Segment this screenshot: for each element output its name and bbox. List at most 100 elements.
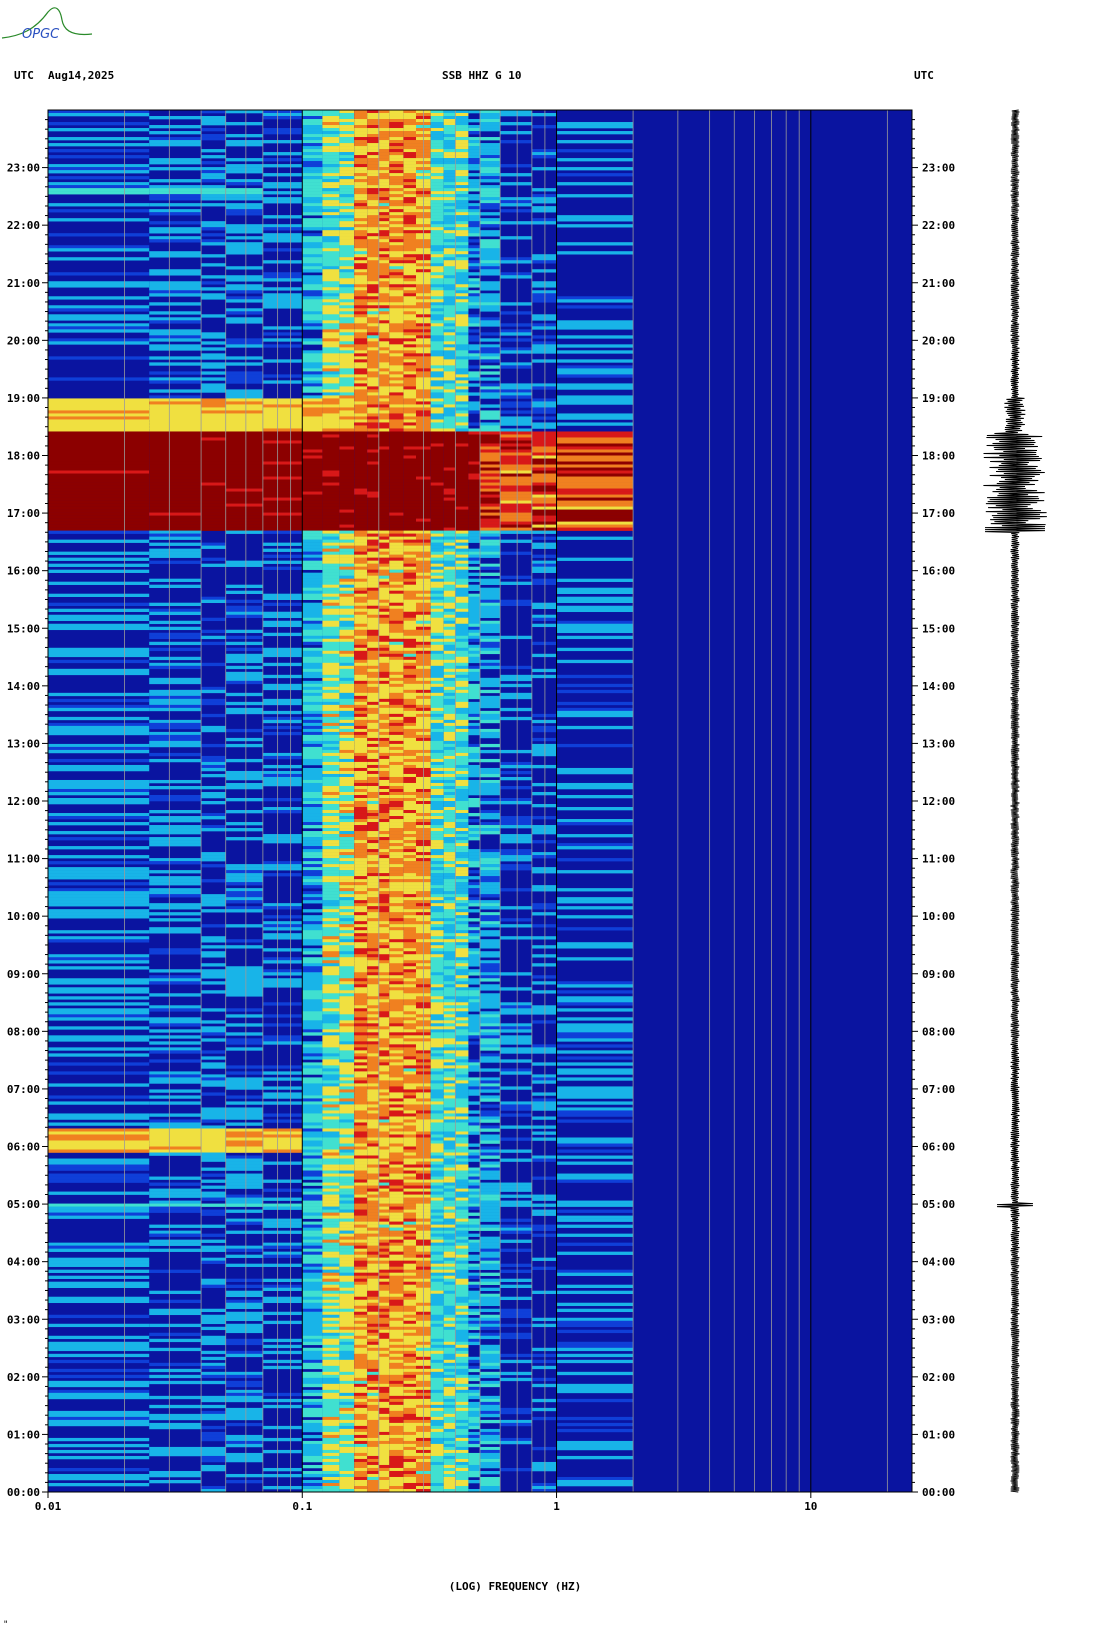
heatmap-cell (149, 497, 202, 501)
heatmap-cell (480, 903, 501, 907)
heatmap-cell (378, 849, 390, 853)
heatmap-cell (500, 849, 532, 853)
heatmap-cell (455, 341, 469, 345)
heatmap-cell (354, 725, 368, 730)
heatmap-cell (322, 494, 340, 498)
heatmap-cell (378, 969, 390, 973)
heatmap-cell (378, 773, 390, 778)
heatmap-cell (339, 888, 355, 892)
heatmap-cell (389, 725, 404, 730)
heatmap-cell (430, 710, 444, 715)
heatmap-cell (339, 891, 355, 895)
heatmap-cell (149, 843, 202, 847)
heatmap-cell (367, 665, 379, 670)
heatmap-cell (367, 329, 379, 333)
heatmap-cell (443, 245, 456, 249)
heatmap-cell (378, 918, 390, 922)
heatmap-cell (455, 419, 469, 423)
heatmap-cell (468, 323, 480, 327)
heatmap-cell (48, 461, 150, 465)
heatmap-cell (302, 368, 323, 372)
heatmap-cell (531, 719, 557, 724)
heatmap-cell (403, 605, 416, 610)
heatmap-cell (480, 482, 501, 486)
heatmap-cell (389, 257, 404, 261)
heatmap-cell (201, 446, 226, 450)
heatmap-cell (430, 656, 444, 661)
heatmap-cell (480, 302, 501, 306)
heatmap-cell (48, 912, 150, 916)
heatmap-cell (389, 458, 404, 462)
heatmap-cell (354, 317, 368, 321)
left-timezone: UTC (14, 69, 34, 82)
heatmap-cell (322, 810, 340, 814)
heatmap-cell (201, 485, 226, 489)
heatmap-cell (339, 545, 355, 549)
heatmap-cell (354, 731, 368, 736)
heatmap-cell (225, 266, 263, 270)
heatmap-cell (455, 704, 469, 709)
heatmap-cell (302, 125, 323, 129)
heatmap-cell (455, 446, 469, 450)
heatmap-cell (367, 551, 379, 555)
heatmap-cell (367, 320, 379, 324)
heatmap-cell (354, 927, 368, 931)
heatmap-cell (48, 338, 150, 342)
heatmap-cell (354, 137, 368, 141)
heatmap-cell (367, 816, 379, 820)
heatmap-cell (339, 470, 355, 474)
heatmap-cell (455, 179, 469, 183)
heatmap-cell (354, 527, 368, 531)
heatmap-cell (455, 317, 469, 321)
heatmap-cell (354, 656, 368, 661)
heatmap-cell (500, 437, 532, 441)
heatmap-cell (455, 137, 469, 141)
heatmap-cell (378, 194, 390, 198)
heatmap-cell (531, 443, 557, 447)
heatmap-cell (262, 915, 303, 919)
heatmap-cell (500, 482, 532, 486)
heatmap-cell (430, 269, 444, 273)
heatmap-cell (378, 314, 390, 318)
heatmap-cell (322, 239, 340, 243)
heatmap-cell (367, 254, 379, 258)
heatmap-cell (468, 524, 480, 528)
heatmap-cell (443, 557, 456, 561)
heatmap-cell (430, 867, 444, 871)
heatmap-cell (201, 191, 226, 195)
heatmap-cell (430, 728, 444, 733)
heatmap-cell (403, 428, 416, 432)
heatmap-cell (322, 819, 340, 823)
heatmap-cell (354, 152, 368, 156)
heatmap-cell (443, 179, 456, 183)
heatmap-cell (201, 909, 226, 913)
heatmap-cell (455, 536, 469, 540)
heatmap-cell (443, 963, 456, 967)
heatmap-cell (302, 371, 323, 375)
heatmap-cell (339, 161, 355, 165)
heatmap-cell (556, 915, 633, 919)
heatmap-cell (531, 746, 557, 751)
heatmap-cell (48, 182, 150, 186)
heatmap-cell (443, 539, 456, 543)
heatmap-cell (367, 287, 379, 291)
heatmap-cell (480, 605, 501, 610)
heatmap-cell (367, 524, 379, 528)
heatmap-cell (455, 677, 469, 682)
heatmap-cell (389, 617, 404, 622)
heatmap-cell (556, 140, 633, 144)
heatmap-cell (403, 798, 416, 802)
heatmap-cell (322, 629, 340, 634)
heatmap-cell (443, 954, 456, 958)
heatmap-cell (403, 548, 416, 552)
heatmap-cell (430, 341, 444, 345)
heatmap-cell (322, 344, 340, 348)
heatmap-cell (389, 822, 404, 826)
heatmap-cell (367, 503, 379, 507)
heatmap-cell (455, 332, 469, 336)
heatmap-cell (389, 413, 404, 417)
heatmap-cell (480, 590, 501, 594)
heatmap-cell (354, 807, 368, 811)
heatmap-cell (378, 206, 390, 210)
heatmap-cell (48, 801, 150, 805)
